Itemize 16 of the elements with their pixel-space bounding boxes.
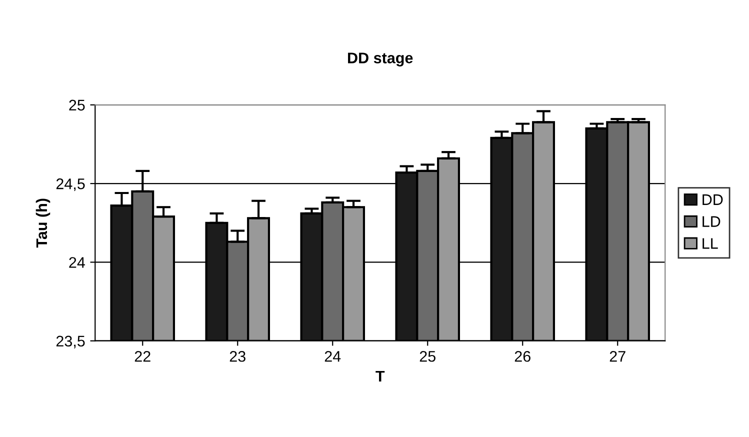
y-tick-label: 25 xyxy=(69,100,85,111)
chart-title: DD stage xyxy=(348,52,413,66)
legend-label: LD xyxy=(702,216,720,227)
x-tick-label: 23 xyxy=(230,350,246,362)
legend-label: LL xyxy=(702,238,718,249)
legend-label: DD xyxy=(702,194,723,205)
y-tick-label: 24 xyxy=(69,257,85,268)
x-tick-label: 26 xyxy=(514,350,530,362)
x-tick-label: 22 xyxy=(134,350,150,362)
y-axis-title: Tau (h) xyxy=(36,198,50,248)
x-tick-label: 27 xyxy=(610,350,626,362)
x-axis-title: T xyxy=(376,370,385,382)
x-tick-label: 24 xyxy=(324,350,341,362)
x-tick-label: 25 xyxy=(420,350,436,362)
y-tick-label: 24,5 xyxy=(56,178,85,192)
y-tick-label: 23,5 xyxy=(56,336,85,348)
